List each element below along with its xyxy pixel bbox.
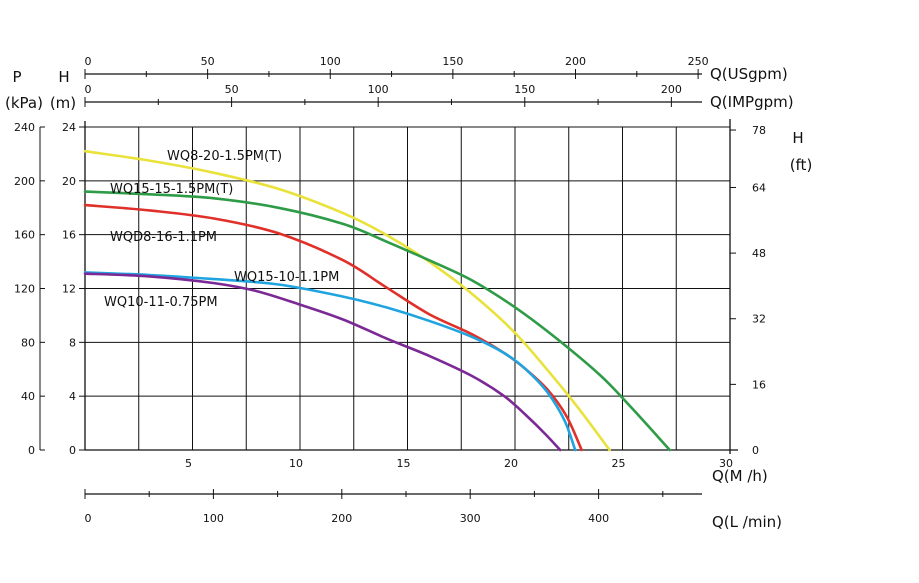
q-usgpm-axis-tick-label: 50 (201, 55, 215, 68)
p-kpa-tick-label: 160 (14, 229, 35, 242)
q-impgpm-axis-tick-label: 50 (225, 83, 239, 96)
h-ft-tick-label: 0 (752, 444, 759, 457)
p-kpa-tick-label: 200 (14, 175, 35, 188)
q-m3h-tick-label: 15 (397, 457, 411, 470)
q-usgpm-axis-tick-label: 200 (565, 55, 586, 68)
series-line-5 (83, 272, 562, 452)
q-usgpm-axis-tick-label: 0 (85, 55, 92, 68)
h-ft-axis-title: H (792, 129, 803, 147)
q-m3h-tick-label: 20 (504, 457, 518, 470)
q-impgpm-axis-tick-label: 0 (85, 83, 92, 96)
p-kpa-tick-label: 240 (14, 121, 35, 134)
h-ft-tick-label: 48 (752, 247, 766, 260)
q-m3h-axis-unit: Q(M /h) (712, 467, 768, 485)
series-label-2: WQ15-15-1.5PM(T) (110, 182, 233, 197)
q-usgpm-axis-tick-label: 250 (688, 55, 709, 68)
q-impgpm-axis-unit: Q(IMPgpm) (710, 93, 794, 111)
h-m-tick-label: 0 (69, 444, 76, 457)
grid (85, 126, 731, 450)
series-label-3: WQD8-16-1.1PM (110, 230, 217, 245)
p-axis-unit: (kPa) (5, 94, 43, 112)
q-m3h-tick-label: 30 (719, 457, 733, 470)
q-m3h-tick-label: 25 (612, 457, 626, 470)
p-axis-title: P (12, 68, 21, 86)
q-m3h-tick-label: 5 (185, 457, 192, 470)
q-usgpm-axis-unit: Q(USgpm) (710, 65, 788, 83)
h-ft-tick-label: 78 (752, 124, 766, 137)
series-line-1 (83, 149, 611, 452)
q-impgpm-axis-tick-label: 150 (514, 83, 535, 96)
h-m-tick-label: 24 (62, 121, 76, 134)
series-line-4 (83, 271, 577, 452)
series-line-2 (83, 190, 672, 452)
h-axis-title: H (58, 68, 69, 86)
h-m-tick-label: 8 (69, 336, 76, 349)
h-ft-tick-label: 32 (752, 313, 766, 326)
p-kpa-tick-label: 120 (14, 283, 35, 296)
q-usgpm-axis-tick-label: 100 (320, 55, 341, 68)
h-m-axis-unit: (m) (50, 94, 76, 112)
q-lmin-axis-unit: Q(L /min) (712, 513, 782, 531)
q-impgpm-axis-tick-label: 100 (368, 83, 389, 96)
p-kpa-tick-label: 40 (21, 390, 35, 403)
series-label-5: WQ10-11-0.75PM (104, 295, 218, 310)
h-ft-tick-label: 64 (752, 181, 766, 194)
q-lmin-tick-label: 300 (460, 512, 481, 525)
q-usgpm-axis-tick-label: 150 (442, 55, 463, 68)
h-m-tick-label: 16 (62, 229, 76, 242)
q-lmin-tick-label: 400 (588, 512, 609, 525)
h-m-tick-label: 20 (62, 175, 76, 188)
h-ft-axis-unit: (ft) (790, 156, 813, 174)
p-kpa-tick-label: 80 (21, 336, 35, 349)
h-ft-tick-label: 16 (752, 378, 766, 391)
q-m3h-tick-label: 10 (289, 457, 303, 470)
h-m-tick-label: 4 (69, 390, 76, 403)
q-lmin-tick-label: 200 (331, 512, 352, 525)
series-line-3 (83, 203, 583, 452)
p-kpa-tick-label: 0 (28, 444, 35, 457)
q-impgpm-axis-tick-label: 200 (661, 83, 682, 96)
q-lmin-tick-label: 100 (203, 512, 224, 525)
q-lmin-tick-label: 0 (85, 512, 92, 525)
series-label-1: WQ8-20-1.5PM(T) (167, 149, 282, 164)
series-label-4: WQ15-10-1.1PM (234, 270, 339, 285)
h-m-tick-label: 12 (62, 283, 76, 296)
